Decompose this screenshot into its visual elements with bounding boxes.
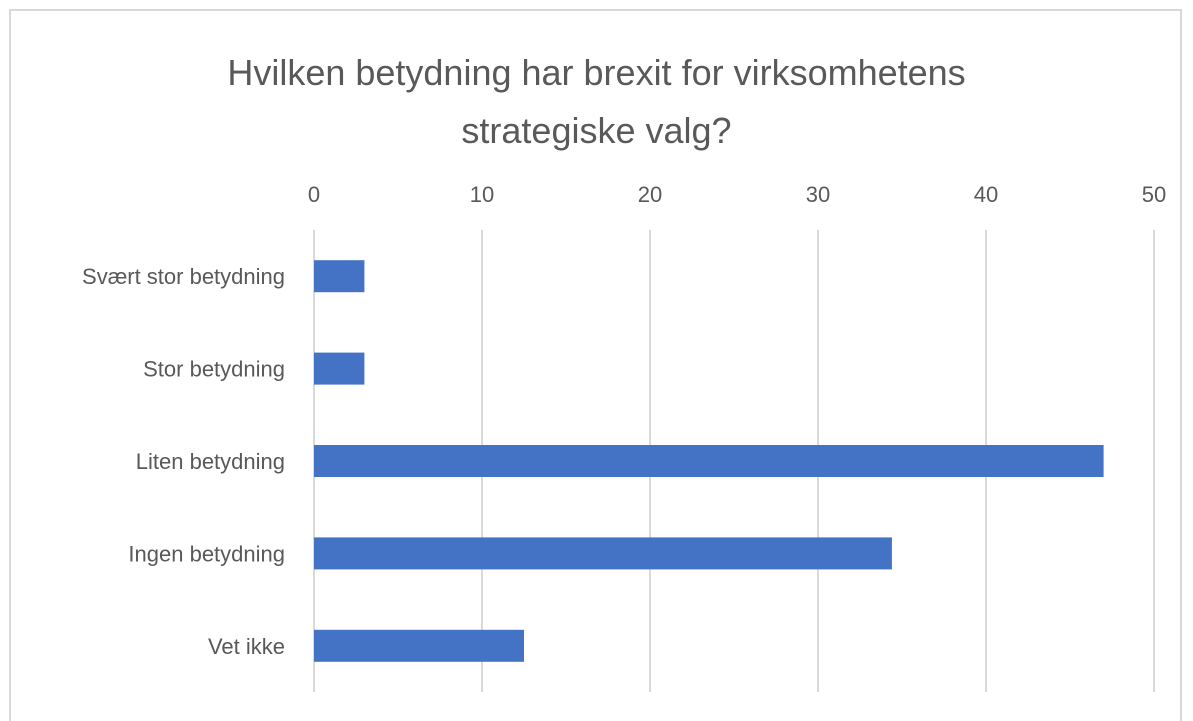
x-tick-label: 0 xyxy=(308,182,320,207)
category-label: Liten betydning xyxy=(136,449,285,474)
bar xyxy=(314,537,892,570)
category-label: Svært stor betydning xyxy=(82,264,285,289)
chart-title: Hvilken betydning har brexit for virksom… xyxy=(0,44,1193,160)
category-label: Stor betydning xyxy=(143,357,285,382)
bar xyxy=(314,629,524,662)
bar xyxy=(314,352,365,385)
x-tick-label: 30 xyxy=(806,182,830,207)
x-tick-label: 40 xyxy=(974,182,998,207)
chart-title-line-2: strategiske valg? xyxy=(461,110,732,151)
x-tick-label: 50 xyxy=(1142,182,1166,207)
x-tick-label: 10 xyxy=(470,182,494,207)
x-tick-label: 20 xyxy=(638,182,662,207)
bar xyxy=(314,260,365,293)
category-label: Ingen betydning xyxy=(128,541,285,566)
bar xyxy=(314,445,1104,477)
chart-title-line-1: Hvilken betydning har brexit for virksom… xyxy=(227,52,966,93)
category-label: Vet ikke xyxy=(208,634,285,659)
